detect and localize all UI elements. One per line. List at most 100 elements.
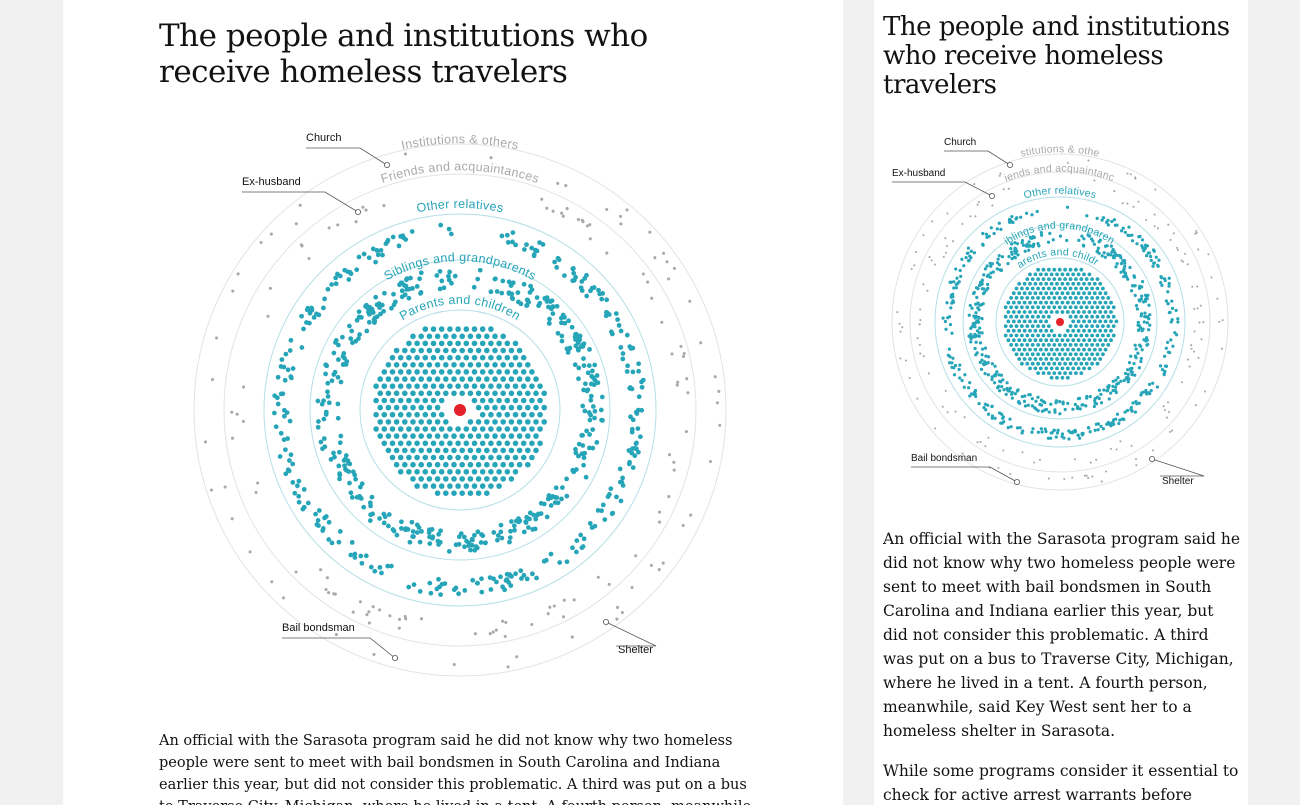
dot-parents (1068, 343, 1073, 347)
dot-siblings (1130, 370, 1134, 374)
dot-siblings (1027, 248, 1031, 252)
dot-friends (1190, 344, 1193, 347)
dot-relatives (290, 366, 296, 371)
dot-relatives (1096, 428, 1100, 432)
dot-institutions (1151, 449, 1155, 452)
dot-parents (467, 347, 474, 354)
dot-siblings (587, 445, 592, 451)
dot-parents (1101, 343, 1105, 347)
dot-siblings (499, 290, 505, 296)
dot-siblings (986, 373, 991, 377)
dot-parents (1068, 277, 1073, 281)
dot-siblings (584, 388, 590, 394)
dot-relatives (609, 329, 614, 335)
dot-parents (475, 333, 482, 340)
dot-parents (373, 411, 379, 418)
dot-parents (1103, 291, 1108, 296)
dot-siblings (1144, 315, 1149, 319)
dot-siblings (475, 276, 481, 282)
dot-parents (397, 411, 404, 418)
ring-guide-circle (309, 259, 611, 561)
dot-parents (1030, 324, 1035, 328)
dot-siblings (1009, 246, 1013, 251)
dot-relatives (285, 436, 290, 441)
dot-parents (488, 411, 494, 418)
dot-parents (1041, 305, 1046, 310)
dot-parents (1047, 305, 1051, 310)
dot-parents (397, 383, 404, 389)
dot-parents (410, 362, 416, 368)
dot-siblings (1140, 279, 1145, 284)
dot-parents (1074, 267, 1078, 272)
dot-parents (1057, 352, 1062, 357)
dot-parents (1060, 357, 1065, 361)
dot-siblings (972, 290, 976, 295)
dot-institutions (298, 203, 302, 207)
dot-parents (438, 411, 445, 418)
dot-siblings (1111, 388, 1115, 393)
dot-parents (426, 347, 433, 354)
dot-parents (1011, 338, 1016, 343)
dot-institutions (1129, 173, 1132, 176)
dot-siblings (998, 268, 1002, 272)
dot-parents (426, 419, 433, 425)
dot-relatives (960, 378, 964, 383)
dot-parents (512, 440, 519, 447)
dot-parents (504, 354, 511, 361)
dot-parents (1020, 352, 1024, 357)
dot-parents (525, 461, 531, 468)
dot-relatives (981, 242, 985, 246)
dot-siblings (509, 519, 514, 524)
dot-friends (1163, 408, 1166, 412)
dot-institutions (630, 585, 634, 590)
dot-institutions (506, 665, 510, 669)
dot-parents (508, 404, 515, 411)
dot-parents (459, 490, 465, 496)
dot-parents (455, 383, 461, 389)
dot-siblings (1114, 378, 1118, 382)
dot-siblings (550, 494, 555, 499)
dot-friends (685, 377, 689, 381)
dot-friends (1156, 227, 1159, 230)
dot-parents (1020, 333, 1024, 338)
dot-parents (492, 433, 498, 439)
dot-parents (1025, 296, 1030, 300)
dot-siblings (1049, 402, 1053, 406)
dot-siblings (985, 264, 989, 268)
dot-parents (438, 340, 445, 347)
dot-parents (1057, 333, 1062, 338)
dot-siblings (515, 290, 521, 295)
dot-parents (1022, 328, 1027, 333)
dot-siblings (371, 317, 377, 323)
dot-parents (1071, 291, 1076, 296)
dot-parents (1065, 338, 1070, 343)
dot-relatives (1106, 223, 1110, 227)
dot-institutions (1063, 477, 1066, 481)
dot-relatives (997, 411, 1002, 415)
dot-parents (508, 376, 515, 382)
dot-parents (438, 426, 445, 432)
dot-relatives (1117, 421, 1121, 426)
dot-siblings (1039, 230, 1044, 235)
dot-parents (512, 426, 519, 432)
dot-relatives (1021, 429, 1025, 433)
dot-siblings (523, 519, 529, 525)
dot-parents (1038, 300, 1043, 305)
dot-parents (484, 390, 490, 397)
dot-siblings (1081, 243, 1086, 247)
dot-siblings (591, 382, 597, 388)
dot-relatives (301, 326, 306, 332)
dot-parents (397, 397, 404, 404)
dot-parents (516, 419, 523, 425)
dot-relatives (952, 366, 956, 370)
dot-parents (1047, 277, 1051, 281)
dot-relatives (951, 300, 956, 304)
dot-relatives (510, 230, 516, 235)
dot-parents (1028, 291, 1032, 296)
dot-parents (459, 476, 465, 482)
dot-relatives (604, 297, 610, 303)
dot-parents (1052, 361, 1057, 366)
dot-parents (475, 376, 482, 382)
dot-friends (540, 197, 544, 201)
dot-relatives (1125, 408, 1130, 413)
